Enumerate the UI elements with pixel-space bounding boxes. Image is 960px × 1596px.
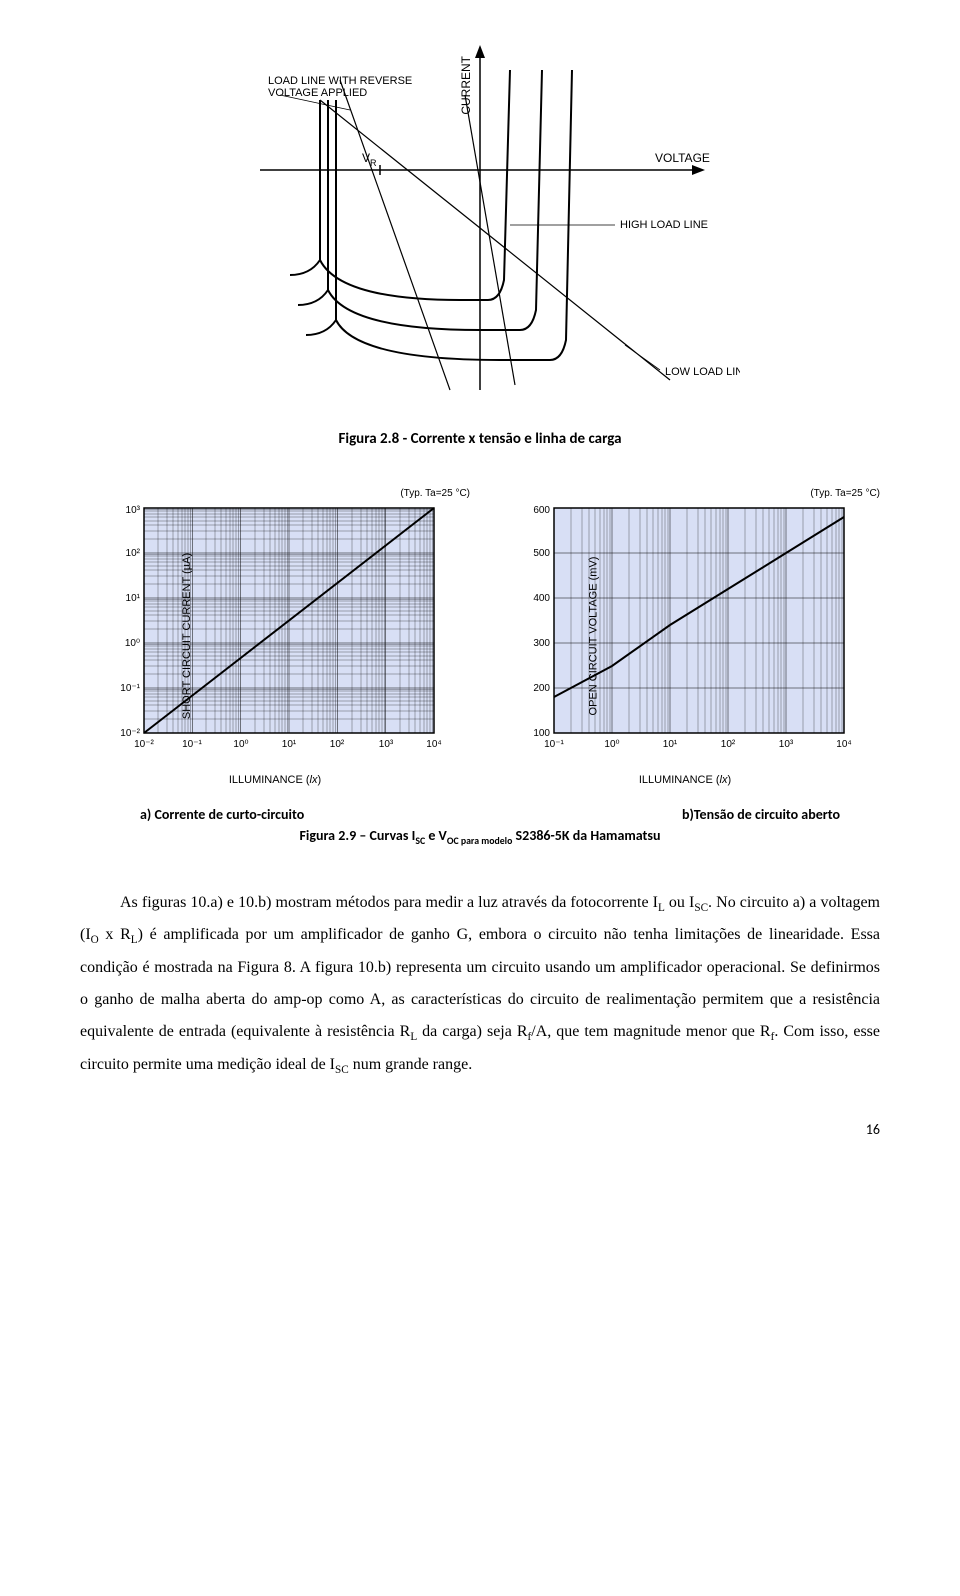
svg-text:10²: 10² (330, 739, 345, 750)
subcaption-a: a) Corrente de curto-circuito (140, 806, 304, 823)
iv-svg: CURRENT VOLTAGE VR LOAD LINE WITH REVERS… (220, 40, 740, 400)
svg-text:10³: 10³ (379, 739, 394, 750)
svg-text:10³: 10³ (126, 505, 141, 516)
chart-right-svg: 10⁻¹ 10⁰ 10¹ 10² 10³ 10⁴ 100 200 300 400… (524, 503, 854, 763)
svg-text:10³: 10³ (779, 739, 794, 750)
subcaption-b: b)Tensão de circuito aberto (682, 806, 840, 823)
svg-text:10⁻¹: 10⁻¹ (544, 739, 564, 750)
low-load-line-label: LOW LOAD LINE (665, 366, 740, 378)
figure-2-8-caption: Figura 2.8 - Corrente x tensão e linha d… (80, 430, 880, 448)
svg-text:500: 500 (533, 548, 550, 559)
figure-2-9-caption: Figura 2.9 – Curvas ISC e VOC para model… (80, 827, 880, 847)
svg-text:400: 400 (533, 593, 550, 604)
svg-text:10⁻¹: 10⁻¹ (120, 683, 140, 694)
chart-left-ylabel: SHORT CIRCUIT CURRENT (µA) (181, 552, 193, 718)
chart-left-typ: (Typ. Ta=25 °C) (80, 488, 470, 499)
x-axis-label: VOLTAGE (655, 151, 710, 165)
svg-text:10⁰: 10⁰ (125, 638, 140, 649)
load-line-reverse-label: LOAD LINE WITH REVERSE VOLTAGE APPLIED (268, 75, 415, 99)
svg-text:300: 300 (533, 638, 550, 649)
svg-text:10⁴: 10⁴ (836, 739, 851, 750)
chart-left-svg: 10⁻² 10⁻¹ 10⁰ 10¹ 10² 10³ 10⁴ 10⁻² 10⁻¹ … (114, 503, 444, 763)
chart-right-typ: (Typ. Ta=25 °C) (490, 488, 880, 499)
vr-label: VR (362, 151, 377, 168)
svg-text:10⁻²: 10⁻² (120, 728, 140, 739)
iv-diagram: CURRENT VOLTAGE VR LOAD LINE WITH REVERS… (80, 40, 880, 400)
svg-text:10⁻¹: 10⁻¹ (182, 739, 202, 750)
page-number: 16 (80, 1121, 880, 1138)
svg-text:10²: 10² (126, 548, 141, 559)
chart-voc: (Typ. Ta=25 °C) OPEN CIRCUIT VOLTAGE (mV… (490, 488, 880, 786)
svg-text:10¹: 10¹ (282, 739, 297, 750)
y-axis-label: CURRENT (459, 55, 473, 114)
chart-isc: (Typ. Ta=25 °C) SHORT CIRCUIT CURRENT (µ… (80, 488, 470, 786)
chart-right-ylabel: OPEN CIRCUIT VOLTAGE (mV) (587, 556, 599, 715)
chart-right-xlabel: ILLUMINANCE (lx) (490, 774, 880, 786)
subcaption-row: a) Corrente de curto-circuito b)Tensão d… (140, 806, 840, 823)
svg-text:10¹: 10¹ (126, 593, 141, 604)
body-paragraph: As figuras 10.a) e 10.b) mostram métodos… (80, 887, 880, 1081)
svg-text:10⁰: 10⁰ (604, 739, 619, 750)
chart-left-xlabel: ILLUMINANCE (lx) (80, 774, 470, 786)
svg-text:10²: 10² (721, 739, 736, 750)
svg-text:10⁰: 10⁰ (233, 739, 248, 750)
svg-text:10⁻²: 10⁻² (134, 739, 154, 750)
svg-text:200: 200 (533, 683, 550, 694)
svg-text:600: 600 (533, 505, 550, 516)
svg-text:100: 100 (533, 728, 550, 739)
high-load-line-label: HIGH LOAD LINE (620, 219, 708, 231)
svg-text:10¹: 10¹ (663, 739, 678, 750)
svg-text:10⁴: 10⁴ (426, 739, 441, 750)
charts-row: (Typ. Ta=25 °C) SHORT CIRCUIT CURRENT (µ… (80, 488, 880, 786)
